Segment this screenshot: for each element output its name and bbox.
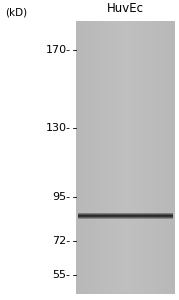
- Bar: [153, 21, 154, 294]
- Bar: [103, 21, 104, 294]
- Bar: [125, 21, 126, 294]
- Bar: [84, 21, 85, 294]
- Text: 72-: 72-: [52, 236, 71, 246]
- Bar: [121, 21, 122, 294]
- Text: 55-: 55-: [53, 269, 71, 280]
- Bar: [168, 21, 170, 294]
- Bar: [87, 21, 88, 294]
- Bar: [102, 21, 103, 294]
- Bar: [146, 21, 147, 294]
- Bar: [117, 21, 118, 294]
- Bar: [86, 21, 87, 294]
- Bar: [139, 21, 140, 294]
- Bar: [114, 21, 115, 294]
- Bar: [113, 21, 114, 294]
- Bar: [108, 21, 109, 294]
- Bar: [92, 21, 93, 294]
- Bar: [82, 21, 83, 294]
- Bar: [165, 21, 166, 294]
- Bar: [141, 21, 142, 294]
- Text: 95-: 95-: [52, 191, 71, 202]
- Bar: [171, 21, 172, 294]
- Bar: [163, 21, 165, 294]
- Bar: [116, 21, 117, 294]
- Text: 130-: 130-: [46, 123, 71, 133]
- Bar: [122, 21, 123, 294]
- Bar: [172, 21, 173, 294]
- Bar: [136, 21, 137, 294]
- Text: HuvEc: HuvEc: [107, 2, 144, 15]
- Bar: [111, 21, 112, 294]
- Bar: [107, 21, 108, 294]
- Bar: [78, 21, 79, 294]
- Bar: [109, 21, 110, 294]
- Bar: [120, 21, 121, 294]
- Bar: [115, 21, 116, 294]
- Bar: [161, 21, 163, 294]
- Bar: [95, 21, 96, 294]
- Bar: [127, 21, 128, 294]
- Bar: [173, 21, 174, 294]
- Bar: [147, 21, 149, 294]
- Bar: [126, 21, 127, 294]
- Bar: [80, 21, 81, 294]
- Bar: [96, 21, 97, 294]
- Bar: [133, 21, 134, 294]
- Bar: [149, 21, 151, 294]
- Bar: [91, 21, 92, 294]
- Bar: [159, 21, 160, 294]
- Bar: [144, 21, 146, 294]
- Bar: [85, 21, 86, 294]
- Bar: [118, 21, 119, 294]
- Bar: [137, 21, 139, 294]
- Bar: [160, 21, 161, 294]
- Bar: [140, 21, 141, 294]
- Bar: [110, 21, 111, 294]
- Bar: [135, 21, 136, 294]
- Bar: [124, 21, 125, 294]
- Bar: [89, 21, 90, 294]
- Bar: [128, 21, 129, 294]
- Bar: [81, 21, 82, 294]
- Bar: [119, 21, 120, 294]
- Bar: [154, 21, 156, 294]
- Bar: [167, 21, 168, 294]
- Bar: [104, 21, 105, 294]
- Bar: [77, 21, 78, 294]
- Bar: [105, 21, 106, 294]
- Bar: [130, 21, 132, 294]
- Bar: [100, 21, 101, 294]
- Bar: [174, 21, 175, 294]
- Text: 170-: 170-: [45, 45, 71, 55]
- Bar: [83, 21, 84, 294]
- Bar: [112, 21, 113, 294]
- Bar: [101, 21, 102, 294]
- Bar: [134, 21, 135, 294]
- Bar: [151, 21, 153, 294]
- Bar: [98, 21, 99, 294]
- Bar: [79, 21, 80, 294]
- Bar: [158, 21, 159, 294]
- Bar: [93, 21, 94, 294]
- Bar: [88, 21, 89, 294]
- Bar: [99, 21, 100, 294]
- Bar: [76, 21, 77, 294]
- Bar: [106, 21, 107, 294]
- Bar: [129, 21, 130, 294]
- Text: (kD): (kD): [5, 7, 27, 17]
- Bar: [170, 21, 171, 294]
- Bar: [142, 21, 144, 294]
- Bar: [123, 21, 124, 294]
- Bar: [94, 21, 95, 294]
- Bar: [132, 21, 133, 294]
- Bar: [97, 21, 98, 294]
- Bar: [90, 21, 91, 294]
- Bar: [166, 21, 167, 294]
- Bar: [76, 21, 175, 294]
- Bar: [156, 21, 158, 294]
